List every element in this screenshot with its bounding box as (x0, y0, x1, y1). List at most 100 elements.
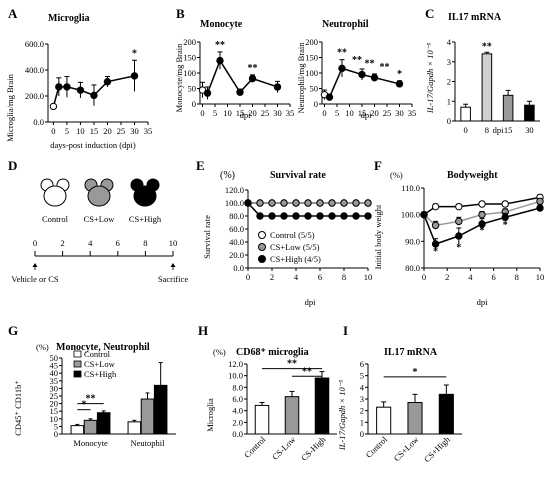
x-tick-label: CS+High (422, 434, 452, 464)
x-tick-label: 10 (364, 272, 373, 282)
x-tick-label: 2 (270, 272, 274, 282)
experiment-diagram: Control CS+Low CS+High 0 2 4 6 8 10 Vehicle o… (11, 178, 188, 284)
data-point (203, 89, 212, 97)
bar (70, 425, 85, 435)
title-bodyweight: Bodyweight (447, 170, 498, 181)
timeline-start-label: Vehicle or CS (11, 274, 58, 284)
timeline-end-label: Sacrifice (158, 274, 188, 284)
x-tick-label: 5 (213, 108, 217, 118)
data-point (316, 212, 324, 220)
bar (438, 393, 454, 435)
significance-star: ** (86, 394, 96, 405)
data-point (280, 212, 288, 220)
ylabel-b2: Neutrophil/mg Brain (296, 42, 306, 114)
data-point (256, 199, 264, 207)
bar (284, 396, 300, 435)
data-point (316, 199, 324, 207)
significance-star: ** (352, 55, 362, 66)
data-point (292, 199, 300, 207)
data-point (501, 200, 509, 208)
significance-star: * (456, 243, 461, 254)
data-point (370, 73, 379, 82)
y-tick-label: 12.0 (228, 359, 243, 369)
data-point (63, 83, 71, 91)
bar (481, 53, 493, 122)
y-tick-label: 0 (54, 429, 58, 439)
ylabel-b1: Monocyte/mg Brain (174, 43, 184, 112)
data-point (338, 64, 346, 73)
x-tick-label: 0 (246, 272, 250, 282)
data-point (304, 199, 312, 207)
unit-h: (%) (213, 347, 226, 357)
data-point (256, 212, 264, 220)
data-point (352, 212, 360, 220)
y-tick-label: 0 (360, 429, 364, 439)
data-point (248, 74, 257, 83)
panel-letter-b: B (176, 6, 185, 21)
y-tick-label: 110.0 (401, 183, 420, 193)
y-tick-label: 50 (310, 84, 319, 94)
y-tick-label: 20 (50, 399, 59, 409)
x-tick-label: 35 (144, 126, 153, 136)
y-tick-label: 2.0 (232, 417, 243, 427)
data-point (328, 199, 336, 207)
chart-e: 0.0 20.0 40.0 60.0 80.0 100.0 120.0 0 2 4 6 8 10 Cont… (225, 185, 372, 282)
x-tick-label: 15 (504, 125, 513, 135)
timeline-tick-label: 2 (60, 238, 64, 248)
bar (376, 406, 392, 435)
data-point (431, 240, 440, 248)
y-tick-label: 0.0 (33, 117, 44, 127)
title-microglia: Microglia (48, 13, 89, 24)
y-tick-label: 15 (50, 406, 59, 416)
data-point (420, 210, 428, 219)
bar (502, 94, 514, 122)
timeline-tick-label: 4 (88, 238, 93, 248)
x-tick-label: 5 (335, 108, 339, 118)
significance-star: * (81, 400, 86, 411)
x-tick-label: 4 (294, 272, 299, 282)
bar (314, 377, 330, 435)
x-tick-label: 25 (117, 126, 126, 136)
timeline-tick-label: 6 (116, 238, 120, 248)
title-g: Monocyte, Neutrophil (56, 342, 150, 353)
data-point (90, 91, 98, 100)
legend-label: CS+High (4/5) (270, 254, 321, 264)
data-point (55, 83, 63, 91)
data-point (478, 200, 486, 208)
y-tick-label: 400.0 (25, 65, 44, 75)
data-point (304, 212, 312, 220)
y-tick-label: 40 (50, 368, 59, 378)
x-tick-label: Neutophil (131, 438, 166, 448)
data-point (49, 102, 58, 111)
y-tick-label: 600.0 (25, 39, 44, 49)
y-tick-label: 5 (360, 371, 364, 381)
significance-star: ** (380, 62, 390, 73)
significance-star: * (433, 247, 438, 258)
x-tick-label: 20 (248, 108, 257, 118)
panel-letter-i: I (343, 323, 348, 338)
title-il17-c: IL17 mRNA (448, 12, 502, 23)
data-point (536, 204, 544, 212)
bar (460, 106, 471, 122)
unit-g: (%) (36, 342, 49, 352)
x-tick-label: 0 (464, 125, 468, 135)
y-tick-label: 150 (305, 53, 318, 63)
significance-star: ** (287, 359, 297, 370)
y-tick-label: 60.0 (229, 224, 244, 234)
data-point (244, 199, 252, 207)
bar (140, 398, 155, 435)
x-tick-label: 35 (286, 108, 295, 118)
x-tick-label: 5 (65, 126, 69, 136)
y-tick-label: 2 (447, 77, 451, 87)
bar (524, 104, 535, 122)
data-point (395, 80, 404, 88)
unit-survival: (%) (220, 170, 235, 181)
xlabel-c: dpi (493, 125, 505, 135)
y-tick-label: 35 (50, 376, 59, 386)
data-point (76, 86, 85, 94)
timeline-tick-label: 0 (33, 238, 37, 248)
legend-label: CS+High (84, 369, 117, 379)
y-tick-label: 1 (447, 96, 451, 106)
